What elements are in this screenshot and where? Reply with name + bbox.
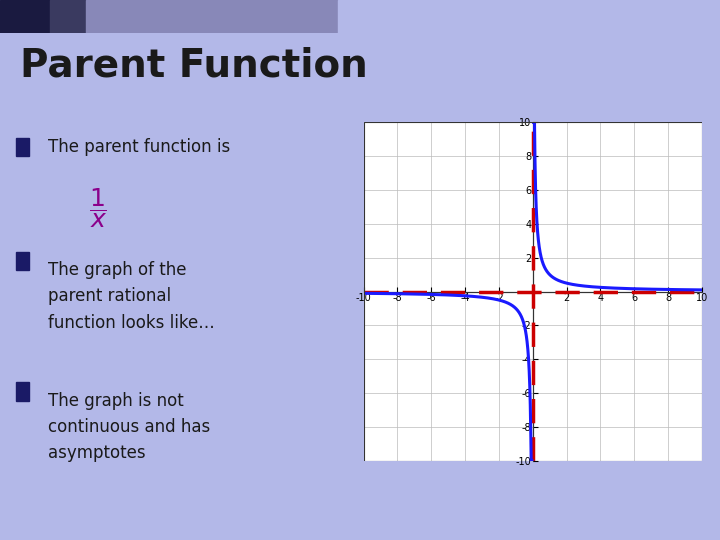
Bar — [0, 0, 50, 33]
Bar — [16, 252, 29, 270]
Text: Parent Function: Parent Function — [20, 46, 368, 84]
Text: The graph of the
parent rational
function looks like…: The graph of the parent rational functio… — [48, 261, 215, 332]
Text: The graph is not
continuous and has
asymptotes: The graph is not continuous and has asym… — [48, 392, 211, 462]
Bar — [50, 0, 86, 33]
Bar — [338, 0, 720, 33]
Bar — [16, 382, 29, 401]
Bar — [16, 138, 29, 157]
Text: The parent function is: The parent function is — [48, 138, 230, 156]
Text: $\dfrac{1}{x}$: $\dfrac{1}{x}$ — [89, 186, 107, 230]
Bar — [86, 0, 338, 33]
